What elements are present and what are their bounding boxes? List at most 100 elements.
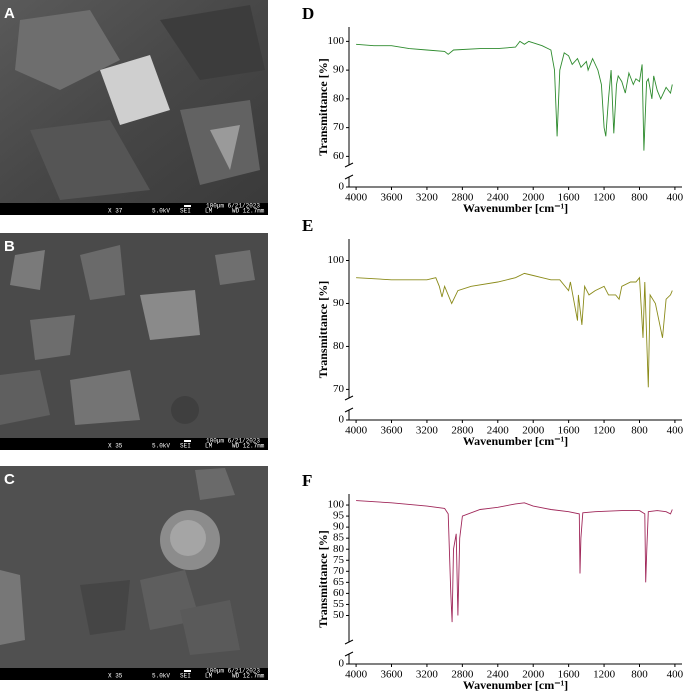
x-tick-label: 2800 (451, 669, 474, 681)
y-axis-label: Transmittance [%] (316, 281, 330, 378)
x-tick-label: 2000 (522, 192, 545, 204)
x-tick-label: 3200 (416, 425, 439, 437)
y-tick-label: 100 (328, 35, 345, 47)
scale-bar (184, 440, 191, 442)
sem-info: WD 12.7mm (232, 443, 265, 450)
x-tick-label: 2000 (522, 669, 545, 681)
y-tick-label: 65 (333, 576, 345, 588)
y-tick-label: 0 (339, 181, 345, 193)
y-tick-label: 90 (333, 521, 345, 533)
panel-label: C (4, 471, 15, 488)
x-tick-label: 800 (631, 192, 648, 204)
sem-info: WD 12.7mm (232, 673, 265, 680)
x-tick-label: 1600 (558, 669, 581, 681)
x-tick-label: 3200 (416, 669, 439, 681)
sem-info: 100µm 6/21/2023 (206, 203, 260, 210)
sem-info: LM (205, 443, 213, 450)
charts: 4000 3600 3200 2800 2400 2000 1600 1200 800 40006… (302, 4, 684, 692)
sem-info: SEI (180, 443, 191, 450)
sem-image (0, 233, 268, 450)
y-tick-label: 75 (333, 554, 345, 566)
y-tick-label: 55 (333, 598, 345, 610)
x-tick-label: 400 (667, 192, 684, 204)
x-tick-label: 3200 (416, 192, 439, 204)
axis-break (344, 651, 354, 657)
scale-bar (184, 205, 191, 207)
panel-label: E (302, 216, 313, 235)
x-tick-label: 2400 (487, 425, 510, 437)
sem-info: WD 12.7mm (232, 208, 265, 215)
x-tick-label: 2800 (451, 425, 474, 437)
sem-info: 5.0kV (152, 208, 170, 215)
sem-info: 5.0kV (152, 673, 170, 680)
x-tick-label: 3600 (381, 669, 404, 681)
x-tick-label: 4000 (345, 669, 368, 681)
y-tick-label: 60 (333, 587, 345, 599)
y-tick-label: 60 (333, 150, 345, 162)
axis-break (344, 407, 354, 413)
scale-bar (184, 670, 191, 672)
x-tick-label: 4000 (345, 192, 368, 204)
sem-info: SEI (180, 208, 191, 215)
y-tick-label: 80 (333, 92, 345, 104)
axis-break (344, 395, 354, 401)
x-tick-label: 800 (631, 425, 648, 437)
y-tick-label: 0 (339, 414, 345, 426)
sem-info: X 35 (108, 443, 123, 450)
x-tick-label: 400 (667, 669, 684, 681)
x-tick-label: 800 (631, 669, 648, 681)
y-tick-label: 100 (328, 254, 345, 266)
x-tick-label: 3600 (381, 192, 404, 204)
x-axis-label: Wavenumber [cm⁻¹] (463, 434, 568, 448)
y-tick-label: 95 (333, 510, 345, 522)
spectrum-line (356, 40, 673, 151)
y-tick-label: 70 (333, 565, 345, 577)
x-tick-label: 4000 (345, 425, 368, 437)
y-tick-label: 90 (333, 297, 345, 309)
axis-break (344, 639, 354, 645)
sem-info: LM (205, 208, 213, 215)
sem-info: X 35 (108, 673, 123, 680)
x-tick-label: 400 (667, 425, 684, 437)
x-tick-label: 1600 (558, 192, 581, 204)
x-axis-label: Wavenumber [cm⁻¹] (463, 678, 568, 692)
sem-image (0, 0, 268, 215)
x-tick-label: 3600 (381, 425, 404, 437)
panel-label: A (4, 5, 15, 22)
y-tick-label: 85 (333, 532, 345, 544)
y-tick-label: 80 (333, 340, 345, 352)
x-axis-label: Wavenumber [cm⁻¹] (463, 201, 568, 215)
x-tick-label: 1200 (593, 425, 616, 437)
panel-label: D (302, 4, 314, 23)
y-tick-label: 70 (333, 121, 345, 133)
y-axis-label: Transmittance [%] (316, 58, 330, 155)
panel-label: B (4, 238, 15, 255)
sem-info: LM (205, 673, 213, 680)
x-tick-label: 1600 (558, 425, 581, 437)
sem-info: SEI (180, 673, 191, 680)
sem-info: X 37 (108, 208, 123, 215)
x-tick-label: 1200 (593, 669, 616, 681)
spectrum-line (356, 500, 673, 623)
x-tick-label: 1200 (593, 192, 616, 204)
x-tick-label: 2400 (487, 669, 510, 681)
y-tick-label: 90 (333, 64, 345, 76)
x-tick-label: 2000 (522, 425, 545, 437)
axis-break (344, 174, 354, 180)
spectrum-line (356, 272, 673, 388)
panel-label: F (302, 471, 312, 490)
sem-image (0, 466, 268, 680)
axis-break (344, 162, 354, 168)
y-tick-label: 0 (339, 658, 345, 670)
y-tick-label: 100 (328, 499, 345, 511)
y-tick-label: 70 (333, 383, 345, 395)
y-tick-label: 80 (333, 543, 345, 555)
x-tick-label: 2400 (487, 192, 510, 204)
y-tick-label: 50 (333, 609, 345, 621)
y-axis-label: Transmittance [%] (316, 530, 330, 627)
sem-info: 5.0kV (152, 443, 170, 450)
sem-info: 100µm 6/21/2023 (206, 438, 260, 445)
x-tick-label: 2800 (451, 192, 474, 204)
sem-info: 100µm 6/21/2023 (206, 668, 260, 675)
